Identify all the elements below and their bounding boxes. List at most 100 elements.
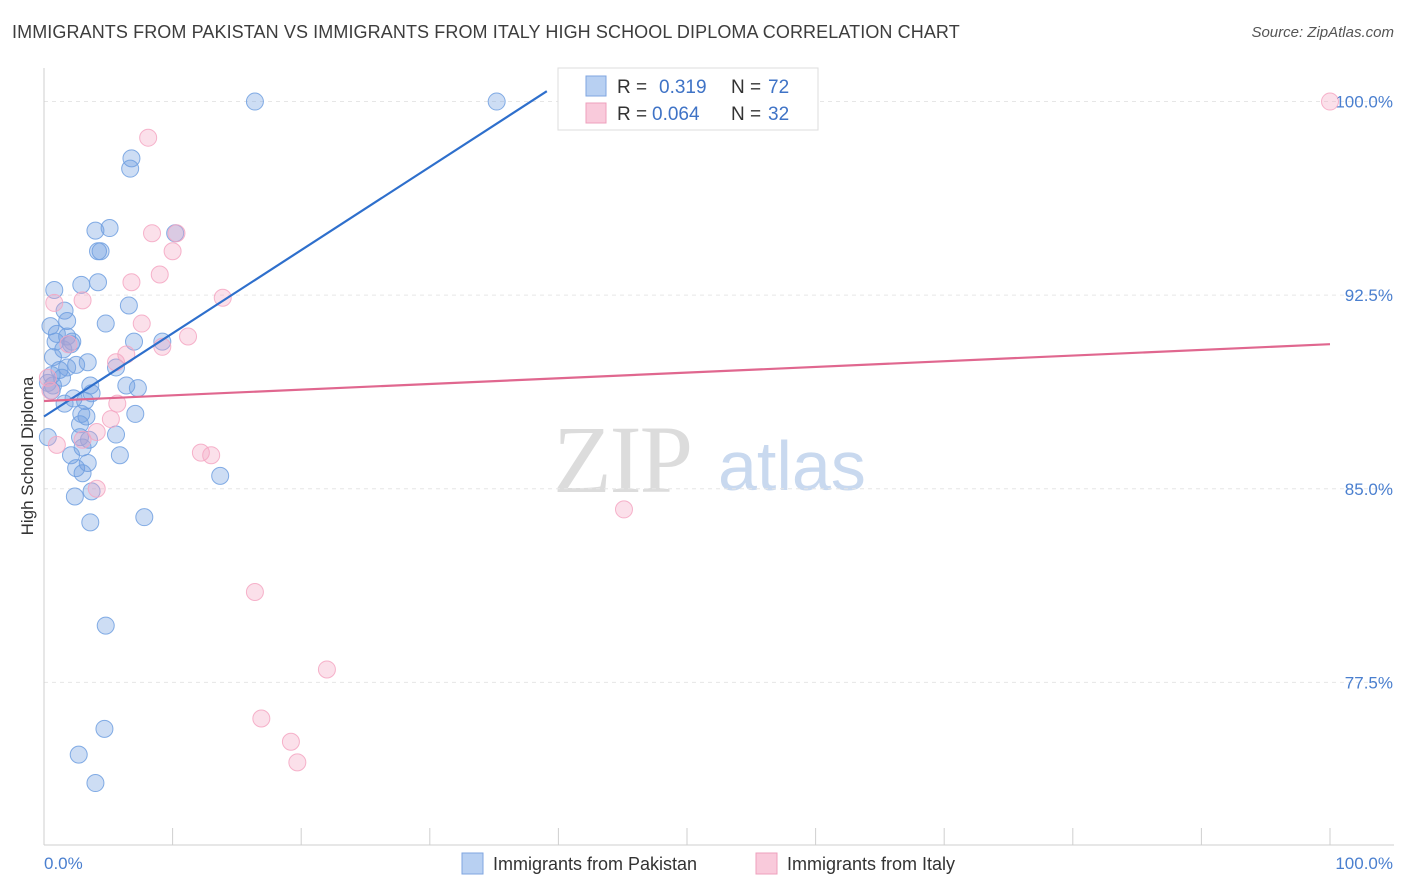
point-pakistan-14 — [58, 311, 77, 330]
series-legend-label-italy: Immigrants from Italy — [787, 854, 955, 874]
point-italy-19 — [101, 410, 120, 429]
point-italy-6 — [122, 273, 141, 292]
point-italy-0 — [1321, 92, 1339, 111]
source-credit: Source: ZipAtlas.com — [1251, 24, 1394, 41]
legend-n-label-italy: N = — [731, 104, 761, 125]
point-italy-29 — [252, 709, 271, 728]
series-legend-swatch-italy — [755, 852, 778, 875]
point-pakistan-60 — [135, 508, 154, 527]
point-italy-20 — [73, 430, 92, 449]
legend-swatch-pakistan — [585, 75, 607, 97]
y-tick-label-0: 100.0% — [1335, 93, 1393, 112]
scatter-points — [38, 92, 1339, 793]
series-legend-swatch-pakistan — [461, 852, 484, 875]
legend-r-label-pakistan: R = — [617, 77, 647, 98]
point-pakistan-48 — [107, 425, 126, 444]
point-italy-18 — [108, 394, 127, 413]
point-italy-5 — [150, 265, 169, 284]
point-italy-4 — [163, 242, 182, 261]
point-pakistan-65 — [86, 774, 105, 793]
point-pakistan-53 — [110, 446, 129, 465]
y-tick-label-1: 92.5% — [1345, 286, 1393, 305]
stats-legend: R = 0.319 N = 72 R = 0.064 N = 32 — [557, 67, 819, 131]
legend-swatch-italy — [585, 102, 607, 124]
point-italy-1 — [139, 128, 158, 147]
point-italy-2 — [143, 224, 162, 243]
point-pakistan-12 — [119, 296, 138, 315]
point-pakistan-59 — [65, 487, 84, 506]
point-italy-10 — [132, 314, 151, 333]
point-pakistan-57 — [211, 466, 230, 485]
point-pakistan-36 — [117, 376, 136, 395]
series-legend: Immigrants from Pakistan Immigrants from… — [461, 852, 955, 875]
legend-n-value-pakistan: 72 — [768, 77, 789, 98]
point-italy-11 — [179, 327, 198, 346]
y-tick-labels: 100.0% 92.5% 85.0% 77.5% — [1335, 93, 1393, 693]
point-pakistan-37 — [128, 379, 147, 398]
point-pakistan-63 — [95, 719, 114, 738]
point-italy-27 — [245, 583, 264, 602]
point-italy-23 — [191, 443, 210, 462]
point-pakistan-8 — [91, 242, 110, 261]
point-pakistan-44 — [126, 404, 145, 423]
x-axis-ticks — [43, 828, 1331, 845]
point-pakistan-62 — [96, 616, 115, 635]
chart-title: IMMIGRANTS FROM PAKISTAN VS IMMIGRANTS F… — [12, 22, 960, 42]
point-italy-28 — [317, 660, 336, 679]
point-pakistan-58 — [82, 482, 101, 501]
point-pakistan-47 — [38, 428, 57, 447]
point-italy-15 — [107, 353, 126, 372]
point-italy-24 — [202, 446, 221, 465]
point-pakistan-26 — [78, 353, 97, 372]
point-pakistan-1 — [487, 92, 506, 111]
point-pakistan-64 — [69, 745, 88, 764]
point-pakistan-17 — [47, 324, 66, 343]
point-pakistan-24 — [54, 340, 73, 359]
legend-r-value-italy: 0.064 — [652, 104, 700, 125]
point-pakistan-45 — [77, 407, 96, 426]
point-pakistan-5 — [86, 221, 105, 240]
point-italy-26 — [614, 500, 633, 519]
point-italy-7 — [213, 288, 232, 307]
point-pakistan-15 — [96, 314, 115, 333]
trend-lines — [43, 90, 1331, 418]
point-italy-25 — [87, 479, 106, 498]
point-pakistan-4 — [100, 219, 119, 238]
point-pakistan-61 — [81, 513, 100, 532]
legend-r-label-italy: R = — [617, 104, 647, 125]
point-italy-3 — [167, 224, 186, 243]
point-pakistan-0 — [245, 92, 264, 111]
point-italy-17 — [41, 381, 60, 400]
point-pakistan-32 — [53, 368, 72, 387]
x-tick-min: 0.0% — [44, 854, 83, 873]
point-pakistan-9 — [45, 281, 64, 299]
point-italy-30 — [281, 732, 300, 751]
legend-n-value-italy: 32 — [768, 104, 789, 125]
point-pakistan-56 — [73, 464, 92, 483]
point-italy-9 — [73, 291, 92, 310]
point-pakistan-46 — [71, 415, 90, 434]
point-pakistan-10 — [72, 275, 91, 294]
point-pakistan-3 — [121, 159, 140, 178]
point-pakistan-54 — [78, 453, 97, 472]
watermark-zip: ZIP — [553, 406, 691, 513]
point-italy-31 — [288, 753, 307, 772]
legend-n-label-pakistan: N = — [731, 77, 761, 98]
point-italy-8 — [45, 293, 64, 312]
point-italy-12 — [59, 335, 78, 354]
x-tick-max: 100.0% — [1335, 854, 1393, 873]
watermark-atlas: atlas — [718, 427, 866, 505]
y-tick-label-2: 85.0% — [1345, 480, 1393, 499]
trend-line-pakistan — [43, 90, 548, 418]
series-legend-label-pakistan: Immigrants from Pakistan — [493, 854, 697, 874]
point-italy-22 — [47, 435, 66, 454]
trend-line-italy — [43, 343, 1331, 403]
point-pakistan-50 — [80, 430, 99, 449]
point-italy-21 — [87, 422, 106, 441]
y-axis-label: High School Diploma — [18, 376, 37, 535]
point-pakistan-13 — [55, 301, 74, 320]
legend-r-value-pakistan: 0.319 — [659, 77, 707, 98]
point-pakistan-11 — [89, 273, 108, 292]
y-tick-label-3: 77.5% — [1345, 673, 1393, 692]
